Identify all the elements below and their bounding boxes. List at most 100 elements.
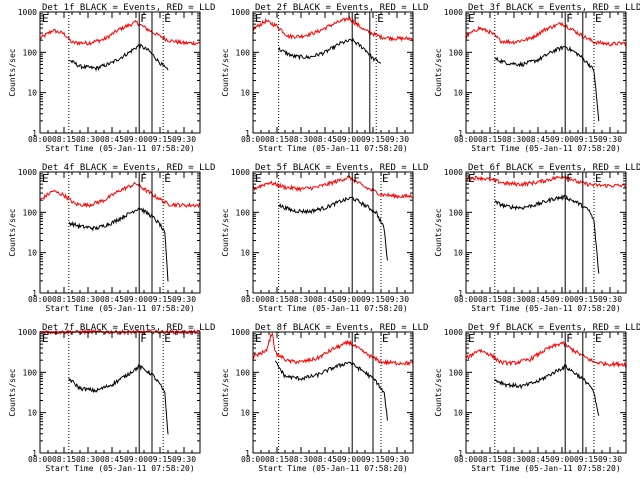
x-tick-label: 09:15 — [148, 135, 172, 144]
x-tick-label: 08:45 — [526, 295, 550, 304]
x-tick-label: 08:15 — [478, 295, 502, 304]
x-axis-label: Start Time (05-Jan-11 07:58:20) — [45, 464, 194, 473]
x-tick-label: 08:45 — [313, 295, 337, 304]
x-tick-label: 09:30 — [172, 455, 196, 464]
y-axis-label: Counts/sec — [8, 48, 17, 96]
x-tick-label: 09:00 — [550, 295, 574, 304]
marker-label: F — [140, 172, 147, 185]
x-tick-label: 08:30 — [502, 135, 526, 144]
y-tick-label: 100 — [236, 48, 251, 57]
x-tick-label: 09:00 — [337, 135, 361, 144]
y-tick-label: 1000 — [444, 328, 463, 337]
lld-series-line — [39, 19, 201, 46]
panel-title: Det 7f BLACK = Events, RED = LLD — [42, 323, 215, 333]
marker-label: E — [377, 12, 384, 25]
x-tick-label: 08:45 — [313, 455, 337, 464]
x-tick-label: 08:15 — [265, 135, 289, 144]
x-tick-label: 09:15 — [361, 455, 385, 464]
lld-series-line — [465, 21, 627, 47]
corner-label: E — [468, 12, 475, 25]
x-tick-label: 08:30 — [76, 135, 100, 144]
x-tick-label: 08:45 — [100, 455, 124, 464]
y-tick-label: 100 — [449, 368, 464, 377]
x-tick-label: 08:15 — [478, 455, 502, 464]
x-tick-label: 08:15 — [52, 135, 76, 144]
panel-title: Det 6f BLACK = Events, RED = LLD — [468, 163, 640, 173]
y-tick-label: 10 — [27, 89, 37, 98]
x-tick-label: 09:30 — [598, 135, 622, 144]
corner-label: E — [468, 172, 475, 185]
corner-label: E — [255, 332, 262, 345]
x-tick-label: 09:30 — [172, 135, 196, 144]
x-tick-label: 08:15 — [478, 135, 502, 144]
x-tick-label: 08:15 — [52, 295, 76, 304]
plot-frame — [465, 171, 627, 294]
x-tick-label: 09:00 — [550, 135, 574, 144]
x-tick-label: 08:15 — [265, 295, 289, 304]
x-axis-label: Start Time (05-Jan-11 07:58:20) — [471, 304, 620, 313]
y-tick-label: 1 — [458, 449, 463, 458]
plot-frame — [252, 171, 414, 294]
x-tick-label: 08:45 — [100, 135, 124, 144]
x-tick-label: 08:00 — [454, 135, 478, 144]
x-tick-label: 09:15 — [148, 455, 172, 464]
x-tick-label: 08:45 — [100, 295, 124, 304]
corner-label: E — [42, 172, 49, 185]
x-tick-label: 09:15 — [361, 135, 385, 144]
x-tick-label: 09:30 — [385, 135, 409, 144]
y-tick-label: 1000 — [18, 8, 37, 17]
x-axis-label: Start Time (05-Jan-11 07:58:20) — [258, 464, 407, 473]
plot-frame — [39, 11, 201, 134]
panel-title: Det 1f BLACK = Events, RED = LLD — [42, 3, 215, 13]
marker-label: E — [595, 172, 602, 185]
x-tick-label: 08:00 — [28, 135, 52, 144]
marker-label: F — [140, 332, 147, 345]
x-tick-label: 09:00 — [337, 295, 361, 304]
panel-title: Det 8f BLACK = Events, RED = LLD — [255, 323, 428, 333]
plot-frame — [252, 331, 414, 454]
events-series-line — [68, 206, 169, 282]
plot-frame — [465, 331, 627, 454]
y-tick-label: 1 — [245, 449, 250, 458]
y-tick-label: 10 — [27, 249, 37, 258]
corner-label: E — [42, 12, 49, 25]
x-tick-label: 08:00 — [241, 455, 265, 464]
x-tick-label: 09:30 — [172, 295, 196, 304]
plot-frame — [39, 171, 201, 294]
marker-label: F — [353, 172, 360, 185]
marker-label: E — [164, 12, 171, 25]
corner-label: E — [255, 172, 262, 185]
x-tick-label: 08:00 — [241, 135, 265, 144]
lld-series-line — [252, 331, 414, 367]
y-tick-label: 100 — [236, 368, 251, 377]
y-tick-label: 1 — [245, 289, 250, 298]
events-series-line — [494, 45, 600, 122]
y-tick-label: 1000 — [444, 8, 463, 17]
plot-frame — [39, 331, 201, 454]
x-tick-label: 08:30 — [76, 455, 100, 464]
panel-title: Det 5f BLACK = Events, RED = LLD — [255, 163, 428, 173]
y-axis-label: Counts/sec — [434, 48, 443, 96]
y-tick-label: 1000 — [231, 328, 250, 337]
y-tick-label: 100 — [23, 368, 38, 377]
y-tick-label: 1000 — [444, 168, 463, 177]
x-tick-label: 09:00 — [337, 455, 361, 464]
lld-series-line — [465, 341, 627, 368]
marker-label: E — [595, 332, 602, 345]
lld-series-line — [252, 16, 414, 43]
panel-title: Det 2f BLACK = Events, RED = LLD — [255, 3, 428, 13]
x-tick-label: 08:30 — [76, 295, 100, 304]
y-tick-label: 1 — [458, 289, 463, 298]
events-series-line — [494, 194, 600, 274]
events-series-line — [278, 37, 382, 64]
marker-label: F — [566, 172, 573, 185]
panel-title: Det 9f BLACK = Events, RED = LLD — [468, 323, 640, 333]
x-axis-label: Start Time (05-Jan-11 07:58:20) — [45, 144, 194, 153]
x-tick-label: 08:00 — [241, 295, 265, 304]
y-axis-label: Counts/sec — [8, 208, 17, 256]
